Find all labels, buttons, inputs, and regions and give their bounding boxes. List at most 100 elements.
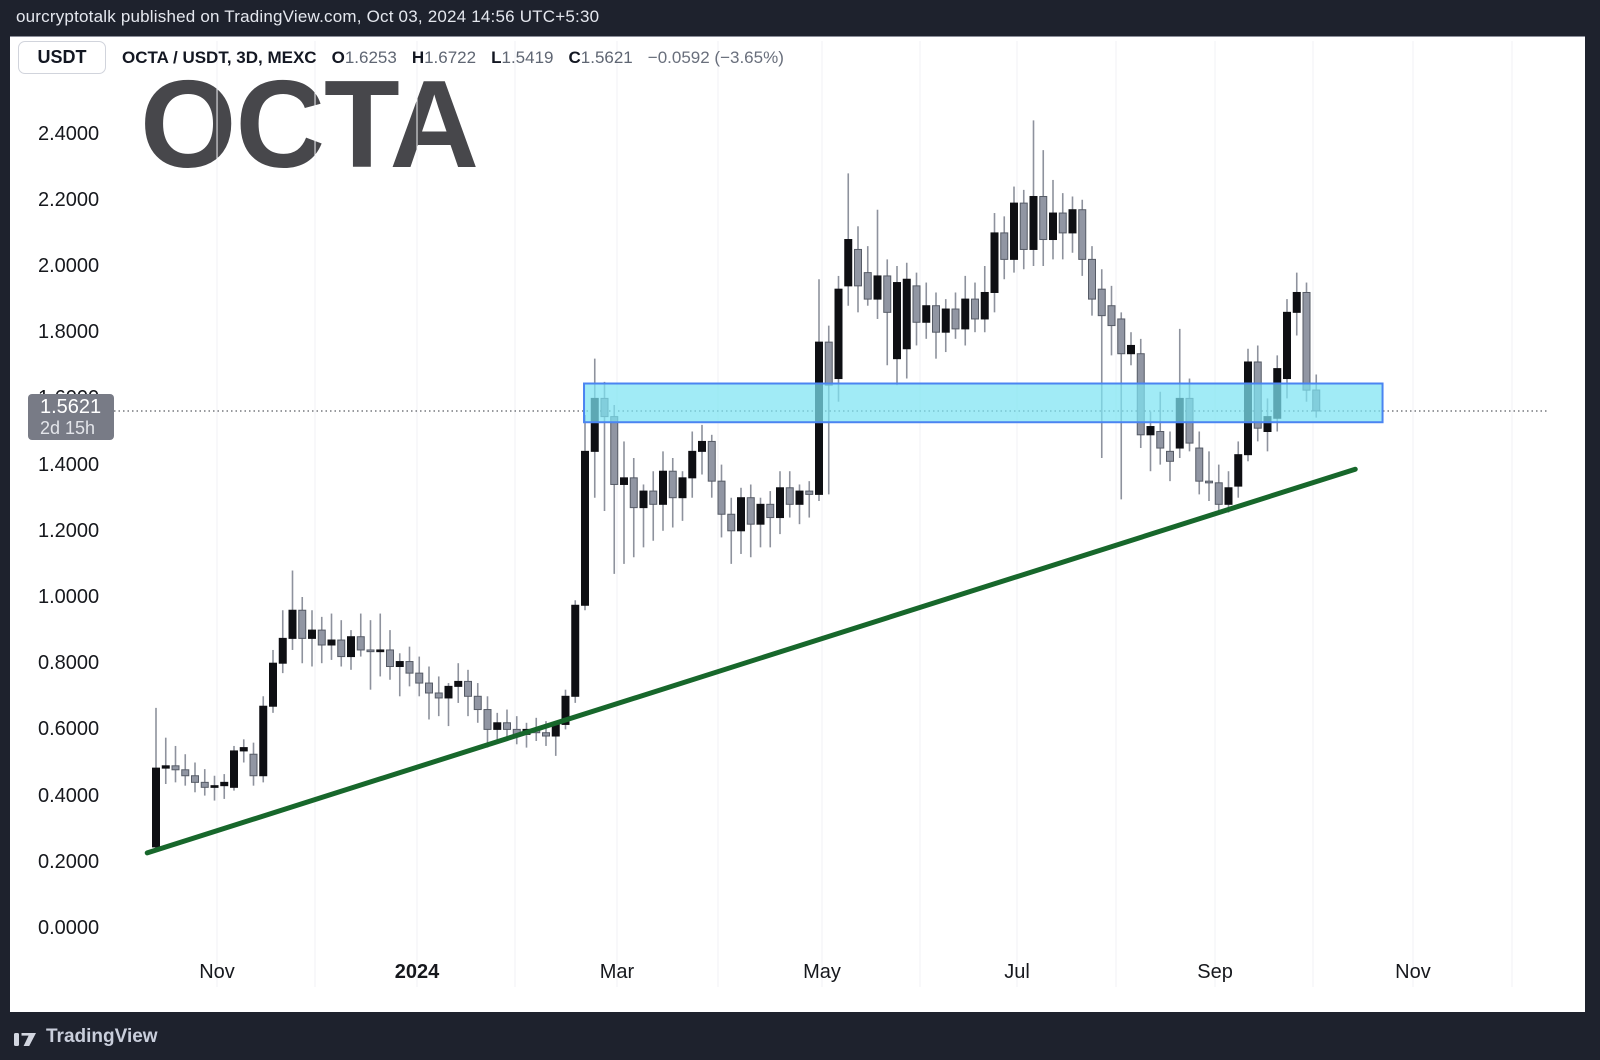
ascending-trendline [144,466,1358,856]
candle-down [1302,291,1311,391]
last-price-label: 1.5621 2d 15h [28,394,114,440]
open-letter: O [331,47,345,67]
candle-up [941,308,950,333]
candle-up [1283,311,1291,380]
close-value: 1.5621 [580,47,633,67]
supply-zone [583,382,1384,424]
x-axis-label: Nov [1395,961,1431,983]
candle-up [639,490,648,509]
candle-down [1117,318,1126,355]
candle-up [161,765,170,769]
candle-up [990,232,999,293]
y-axis-label: 1.8000 [38,321,100,344]
symbol-watermark: OCTA [140,56,479,194]
publisher-bar: ourcryptotalk published on TradingView.c… [0,0,1600,36]
tradingview-brand-label: TradingView [46,1026,158,1047]
candle-down [425,682,433,694]
candle-down [356,636,365,651]
candle-down [298,609,307,639]
candle-down [503,722,511,730]
candle-up [1146,426,1155,436]
candle-up [308,629,316,639]
ohlc-low: L1.5419 [491,48,553,68]
candle-up [1292,291,1301,313]
candle-down [854,248,862,287]
last-price-value: 1.5621 [40,396,102,418]
candle-down [317,629,326,646]
ohlc-high: H1.6722 [412,48,476,68]
candle-down [1088,258,1096,300]
candle-up [152,767,160,848]
candle-up [1234,454,1243,487]
candle-down [805,490,814,495]
candle-down [366,649,375,653]
candle-down [171,765,180,771]
candle-down [1078,209,1087,260]
candle-down [883,275,892,313]
candle-up [893,282,901,360]
candle-up [961,298,970,330]
candle-up [776,487,784,519]
candle-up [395,661,404,668]
publisher-attribution: ourcryptotalk published on TradingView.c… [16,7,600,26]
candle-up [678,477,687,499]
candle-down [483,709,492,730]
candle-down [785,487,794,505]
candle-up [1127,344,1135,355]
candle-down [1097,288,1106,317]
x-axis-label: 2024 [394,961,440,983]
x-axis-label: May [803,961,841,983]
candle-up [980,291,989,320]
candle-up [493,722,502,730]
y-axis-label: 2.2000 [38,188,100,211]
candle-up [269,662,277,707]
candle-down [766,503,775,519]
candle-up [288,609,297,639]
candle-down [746,497,755,525]
candle-down [191,775,199,783]
candle-up [444,685,453,699]
candle-down [649,490,658,505]
chart-card: USDT OCTA / USDT, 3D, MEXC O1.6253 H1.67… [10,36,1585,1012]
ohlc-close: C1.5621 [568,48,632,68]
candle-up [230,750,238,788]
y-axis-label: 0.0000 [38,917,100,939]
candle-up [698,440,706,452]
candle-down [434,692,443,699]
candle-down [932,305,940,333]
candle-down [542,732,550,737]
ohlc-open: O1.6253 [332,48,397,68]
candle-up [659,470,667,505]
candle-down [1058,212,1067,234]
candle-down [200,781,209,788]
high-letter: H [411,47,425,67]
candle-up [210,785,219,788]
candle-up [756,503,765,525]
candle-down [249,753,258,777]
low-value: 1.5419 [501,47,554,67]
candle-up [259,705,268,777]
candle-down [629,477,638,509]
candle-down [405,661,414,674]
tradingview-brand[interactable]: TradingView [14,1026,158,1048]
candle-down [337,639,346,658]
high-value: 1.6722 [424,47,477,67]
quote-currency-button[interactable]: USDT [18,41,106,74]
candle-up [902,278,911,350]
candle-down [912,285,921,323]
y-axis-label: 0.2000 [38,850,100,873]
candle-down [1000,232,1009,260]
x-axis-label: Nov [199,961,235,983]
candle-down [668,470,677,499]
candle-down [727,513,736,532]
candle-down [863,272,872,300]
chart-canvas[interactable] [10,37,1585,1013]
candle-up [327,639,336,646]
candle-down [824,341,833,386]
candle-down [415,672,424,684]
candle-up [737,497,745,532]
candle-up [239,747,248,752]
candle-down [473,695,482,711]
y-axis-label: 2.4000 [38,122,100,145]
